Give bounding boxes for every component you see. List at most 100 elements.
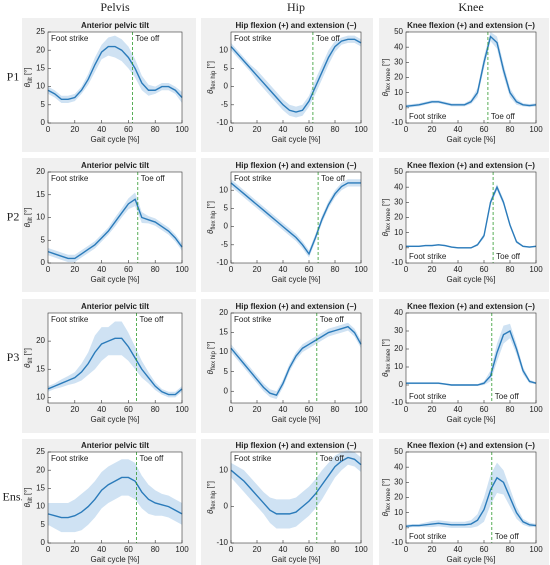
y-tick-label: -5: [221, 100, 229, 109]
y-tick-label: 10: [394, 88, 403, 97]
x-tick-label: 60: [124, 405, 133, 414]
y-label-unit: [°]: [381, 339, 390, 347]
y-axis-label: θflex hip[°]: [206, 341, 216, 374]
y-label-symbol: θ: [23, 223, 32, 228]
x-axis-label: Gait cycle [%]: [447, 415, 496, 424]
y-label-subscript: flex hip: [211, 210, 217, 230]
mean-line: [230, 182, 361, 256]
y-axis-label: θtilt[°]: [23, 348, 33, 368]
y-axis-label: θflex knee[°]: [381, 339, 391, 377]
mean-line: [230, 325, 362, 397]
x-tick-label: 100: [354, 405, 368, 414]
y-tick-label: 20: [36, 167, 45, 176]
sd-band: [406, 462, 536, 528]
annotation: Foot strike: [234, 315, 272, 324]
chart-title: Knee flexion (+) and extension (–): [407, 441, 535, 450]
y-label-subscript: tilt: [28, 217, 34, 223]
chart-title: Anterior pelvic tilt: [81, 302, 149, 311]
x-tick-label: 20: [428, 545, 437, 554]
column-header: Pelvis: [100, 0, 130, 14]
x-axis-label: Gait cycle [%]: [91, 135, 140, 144]
x-tick-label: 20: [70, 125, 79, 134]
x-tick-label: 40: [97, 545, 106, 554]
plot-frame: [47, 31, 183, 124]
y-tick-label: 5: [41, 520, 46, 529]
plot-area: [406, 172, 536, 263]
y-axis-label: θflex knee[°]: [381, 58, 391, 96]
x-tick-label: 0: [404, 545, 409, 554]
sd-band: [231, 322, 361, 400]
row-label: P2: [7, 209, 20, 223]
x-tick-label: 60: [305, 125, 314, 134]
annotation: Foot strike: [409, 532, 447, 541]
y-tick-label: 0: [399, 380, 404, 389]
x-tick-label: 60: [480, 125, 489, 134]
panel: Hip flexion (+) and extension (–) 0 20 40 60…: [201, 299, 373, 433]
y-axis-label: θflex hip[°]: [206, 481, 216, 514]
x-axis-label: Gait cycle [%]: [447, 135, 496, 144]
row-label: P3: [7, 350, 20, 364]
panel: Hip flexion (+) and extension (–) 0 20 40 60…: [201, 439, 373, 565]
y-label-symbol: θ: [206, 509, 215, 514]
y-tick-label: 0: [224, 386, 229, 395]
y-tick-label: 20: [219, 308, 228, 317]
annotation: Foot strike: [409, 112, 447, 121]
x-tick-label: 60: [124, 265, 133, 274]
y-tick-label: 50: [394, 167, 403, 176]
y-tick-label: 30: [394, 197, 403, 206]
y-label-subscript: tilt: [28, 77, 34, 83]
mean-line: [406, 329, 537, 386]
annotation: Foot strike: [51, 174, 89, 183]
annotation: Foot strike: [234, 34, 272, 43]
y-label-unit: [°]: [381, 478, 390, 486]
chart-title: Knee flexion (+) and extension (–): [407, 302, 535, 311]
y-tick-label: 0: [224, 222, 229, 231]
y-label-symbol: θ: [206, 370, 215, 375]
plot-frame: [405, 451, 537, 544]
y-tick-label: 5: [41, 235, 46, 244]
y-tick-label: -5: [221, 240, 229, 249]
panel: Hip flexion (+) and extension (–) 0 20 40 60…: [201, 18, 373, 152]
y-label-unit: [°]: [23, 208, 32, 216]
y-label-symbol: θ: [206, 89, 215, 94]
panel: Hip flexion (+) and extension (–) 0 20 40 60…: [201, 158, 373, 292]
y-tick-label: 0: [399, 103, 404, 112]
sd-band: [406, 184, 536, 249]
mean-line: [406, 185, 537, 249]
y-tick-label: 15: [219, 328, 228, 337]
y-tick-label: 5: [224, 64, 229, 73]
annotation: Toe off: [495, 532, 520, 541]
y-tick-label: 5: [41, 100, 46, 109]
panel: Anterior pelvic tilt 0 20 40 60 80 100 10 15 20 Ga…: [22, 299, 196, 433]
x-tick-label: 20: [253, 265, 262, 274]
y-tick-label: -10: [391, 258, 403, 267]
x-tick-label: 0: [404, 125, 409, 134]
y-label-subscript: flex knee: [386, 207, 392, 232]
panel: Anterior pelvic tilt 0 20 40 60 80 100 0 5 10 15 20…: [22, 18, 196, 152]
y-tick-label: 40: [394, 182, 403, 191]
y-label-subscript: flex knee: [386, 67, 392, 92]
x-tick-label: 100: [354, 545, 368, 554]
plot-area: [406, 313, 536, 403]
y-label-unit: [°]: [206, 341, 215, 349]
x-tick-label: 20: [253, 405, 262, 414]
panel: Knee flexion (+) and extension (–) 0 20 40 6…: [379, 439, 549, 565]
y-tick-label: -10: [391, 538, 403, 547]
mean-line: [405, 476, 537, 528]
x-axis-label: Gait cycle [%]: [272, 415, 321, 424]
y-tick-label: 10: [36, 392, 45, 401]
column-header: Hip: [287, 0, 305, 14]
annotation: Foot strike: [409, 392, 447, 401]
y-label-unit: [°]: [381, 198, 390, 206]
mean-line: [47, 476, 183, 519]
y-label-unit: [°]: [381, 58, 390, 66]
plot-frame: [230, 31, 362, 124]
x-axis-label: Gait cycle [%]: [447, 275, 496, 284]
x-tick-label: 40: [279, 125, 288, 134]
x-tick-label: 0: [229, 125, 234, 134]
x-tick-label: 0: [404, 265, 409, 274]
x-tick-label: 20: [70, 545, 79, 554]
x-tick-label: 40: [279, 545, 288, 554]
x-tick-label: 20: [428, 125, 437, 134]
plot-frame: [405, 312, 537, 404]
